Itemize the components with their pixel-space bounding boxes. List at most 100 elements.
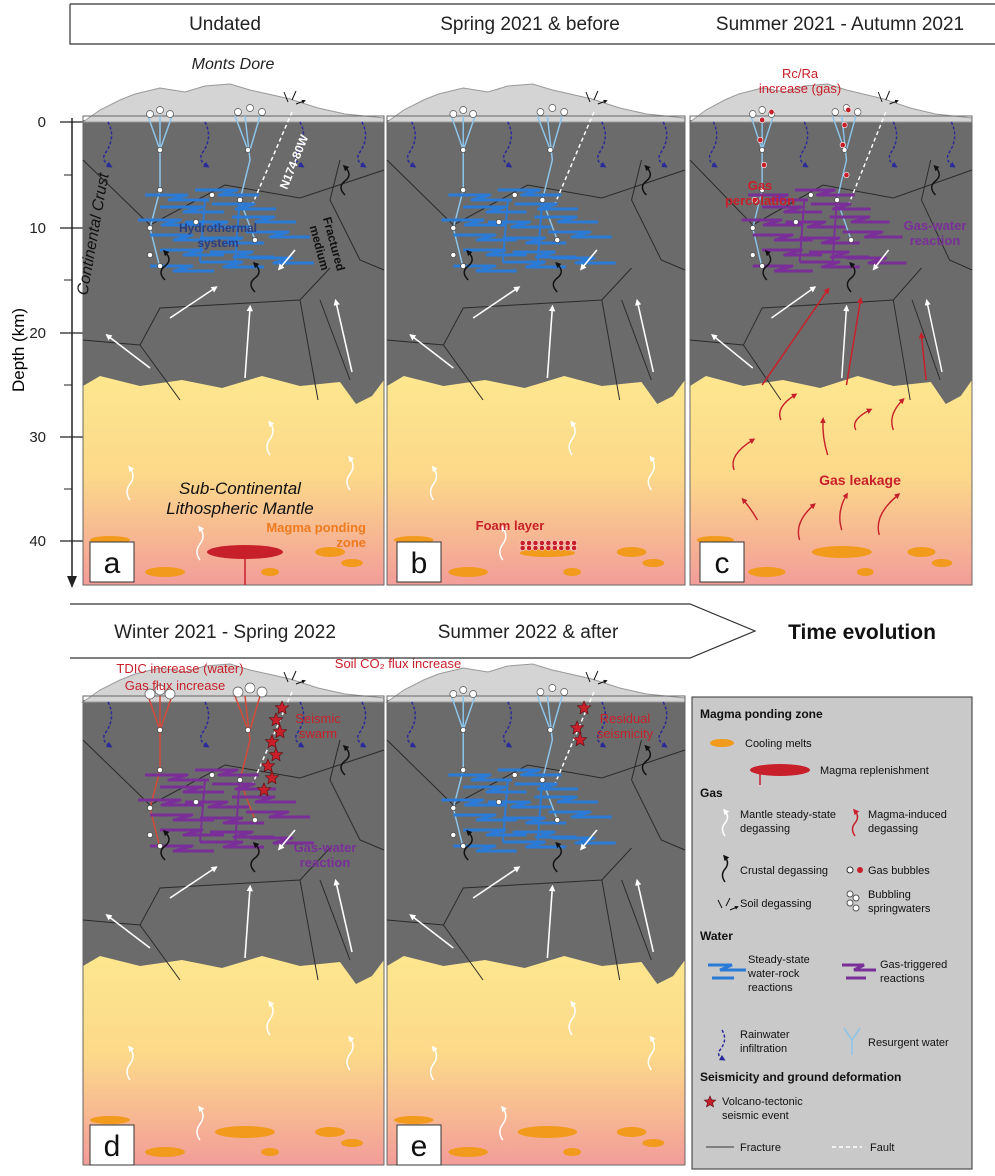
panel-letter: b bbox=[411, 547, 428, 580]
legend-bubble bbox=[847, 867, 853, 873]
cooling-melt bbox=[315, 1127, 345, 1137]
legend-item-line: Gas bubbles bbox=[868, 865, 930, 877]
gas-bubble-red bbox=[761, 162, 766, 168]
gas-bubble bbox=[548, 727, 553, 732]
gas-bubble bbox=[793, 219, 798, 224]
legend-item-line: seismic event bbox=[722, 1110, 789, 1122]
cooling-melt bbox=[812, 546, 872, 558]
gas-bubble bbox=[849, 237, 854, 242]
cooling-melt bbox=[642, 1139, 664, 1147]
cooling-melt bbox=[90, 1116, 130, 1124]
panel-label-line: seismicity bbox=[597, 726, 654, 741]
spring-bubble bbox=[167, 111, 174, 118]
gas-bubble bbox=[461, 843, 466, 848]
depth-tick-label: 0 bbox=[38, 114, 46, 131]
cooling-melt bbox=[448, 1147, 488, 1157]
gas-bubble bbox=[193, 799, 198, 804]
panel-label-line: percolation bbox=[725, 193, 795, 208]
panel-label: Gas-waterreaction bbox=[294, 840, 357, 870]
panel-label-line: Seismic bbox=[295, 711, 341, 726]
cooling-melt bbox=[145, 567, 185, 577]
legend-item: Gas bubbles bbox=[868, 865, 930, 877]
legend-item-line: Fracture bbox=[740, 1142, 781, 1154]
gas-bubble bbox=[451, 832, 456, 837]
cooling-melt bbox=[145, 1147, 185, 1157]
legend-item-line: reactions bbox=[748, 982, 793, 994]
gas-bubble bbox=[760, 263, 765, 268]
panel-label-line: Lithospheric Mantle bbox=[166, 499, 313, 518]
panel-label: Sub-ContinentalLithospheric Mantle bbox=[166, 479, 313, 518]
panel-label-line: Gas bbox=[748, 178, 773, 193]
legend-item: Soil degassing bbox=[740, 898, 812, 910]
foam-bubble bbox=[565, 540, 570, 545]
legend-bubble-red bbox=[857, 867, 863, 873]
legend-spring bbox=[847, 900, 853, 906]
spring-bubble bbox=[235, 109, 242, 116]
panel-label-line: swarm bbox=[299, 726, 337, 741]
spring-bubble bbox=[749, 111, 756, 118]
cooling-melt bbox=[563, 568, 581, 576]
depth-axis-arrow bbox=[67, 576, 77, 588]
gas-bubble bbox=[750, 252, 755, 257]
gas-bubble bbox=[252, 817, 257, 822]
cooling-melt bbox=[617, 547, 647, 557]
foam-bubble bbox=[565, 545, 570, 550]
panel-label-line: reaction bbox=[910, 233, 961, 248]
panel-label-line: Magma ponding bbox=[266, 520, 366, 535]
foam-bubble bbox=[546, 545, 551, 550]
foam-bubble bbox=[546, 540, 551, 545]
foam-bubble bbox=[539, 545, 544, 550]
panel-label: Soil CO₂ flux increase bbox=[335, 656, 461, 671]
spring-bubble bbox=[233, 687, 243, 697]
legend-item-line: Bubbling bbox=[868, 889, 911, 901]
period-label: Summer 2022 & after bbox=[438, 622, 619, 643]
spring-bubble bbox=[549, 685, 556, 692]
cooling-melt bbox=[341, 559, 363, 567]
panel-label-line: Rc/Ra bbox=[782, 66, 819, 81]
cooling-melt bbox=[642, 559, 664, 567]
spring-bubble bbox=[561, 109, 568, 116]
gas-bubble bbox=[147, 252, 152, 257]
gas-bubble bbox=[461, 147, 466, 152]
panel-label-line: Gas-water bbox=[294, 840, 357, 855]
page: Monts Dore degassing time evolution {"he… bbox=[0, 0, 995, 1176]
gas-bubble bbox=[512, 192, 517, 197]
foam-bubble bbox=[572, 540, 577, 545]
panel-label-line: reaction bbox=[300, 855, 351, 870]
panel-letter: a bbox=[104, 547, 121, 580]
period-label: Spring 2021 & before bbox=[440, 14, 620, 35]
gas-bubble bbox=[252, 237, 257, 242]
gas-bubble bbox=[147, 225, 152, 230]
foam-bubble bbox=[559, 545, 564, 550]
legend-spring bbox=[853, 905, 859, 911]
panel-label: Rc/Raincrease (gas) bbox=[759, 66, 841, 96]
gas-bubble bbox=[451, 225, 456, 230]
legend-item-line: Volcano-tectonic bbox=[722, 1096, 803, 1108]
legend-item: Fault bbox=[870, 1142, 894, 1154]
legend-cooling-melt bbox=[710, 739, 734, 747]
location-label: Monts Dore bbox=[192, 56, 275, 73]
legend-item-line: degassing bbox=[740, 823, 790, 835]
panel-letter: c bbox=[715, 547, 730, 580]
panel-letter: e bbox=[411, 1130, 428, 1163]
spring-bubble bbox=[450, 111, 457, 118]
legend-item-line: Mantle steady-state bbox=[740, 809, 836, 821]
foam-bubble bbox=[552, 540, 557, 545]
gas-bubble bbox=[496, 219, 501, 224]
period-label: Summer 2021 - Autumn 2021 bbox=[716, 14, 964, 35]
panel-label: Gas leakage bbox=[819, 472, 901, 488]
spring-bubble bbox=[759, 107, 766, 114]
panel-label-line: Gas-water bbox=[904, 218, 967, 233]
cooling-melt bbox=[215, 1126, 275, 1138]
cooling-melt bbox=[563, 1148, 581, 1156]
spring-bubble bbox=[245, 683, 255, 693]
foam-bubble bbox=[520, 545, 525, 550]
foam-bubble bbox=[552, 545, 557, 550]
spring-bubble bbox=[460, 687, 467, 694]
legend-heading: Water bbox=[700, 929, 733, 943]
gas-bubble-red bbox=[846, 107, 851, 113]
legend-item-line: Magma replenishment bbox=[820, 765, 929, 777]
legend-spring bbox=[853, 895, 859, 901]
legend-heading: Gas bbox=[700, 786, 723, 800]
cooling-melt bbox=[261, 568, 279, 576]
